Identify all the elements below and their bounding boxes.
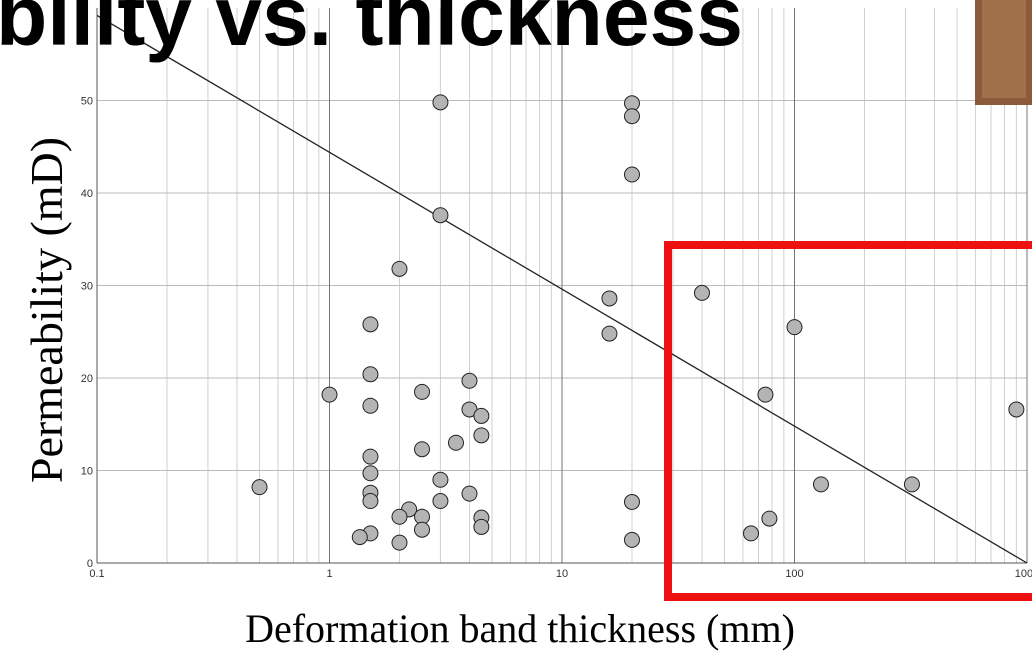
data-point — [415, 384, 430, 399]
data-point — [624, 494, 639, 509]
data-point — [415, 522, 430, 537]
data-point — [433, 472, 448, 487]
data-point — [474, 408, 489, 423]
data-point — [363, 398, 378, 413]
data-point — [363, 494, 378, 509]
data-point — [322, 387, 337, 402]
data-point — [1009, 402, 1024, 417]
x-tick-label: 100 — [785, 568, 803, 580]
data-point — [462, 373, 477, 388]
data-point — [744, 526, 759, 541]
x-axis-title: Deformation band thickness (mm) — [245, 606, 795, 651]
data-point — [448, 435, 463, 450]
y-tick-label: 40 — [81, 188, 93, 200]
data-point — [252, 480, 267, 495]
data-point — [474, 428, 489, 443]
highlight-box — [668, 245, 1032, 597]
data-point — [904, 477, 919, 492]
data-point — [363, 317, 378, 332]
y-tick-label: 10 — [81, 466, 93, 478]
data-point — [462, 486, 477, 501]
data-point — [624, 167, 639, 182]
data-point — [602, 326, 617, 341]
data-point — [694, 285, 709, 300]
data-point — [433, 95, 448, 110]
data-point — [352, 530, 367, 545]
data-point — [474, 519, 489, 534]
photo-detail — [982, 0, 1026, 98]
data-point — [433, 208, 448, 223]
x-tick-label: 1000 — [1015, 568, 1032, 580]
data-point — [392, 261, 407, 276]
data-point — [602, 291, 617, 306]
data-point — [787, 320, 802, 335]
data-point — [415, 442, 430, 457]
data-point — [624, 109, 639, 124]
x-tick-label: 0.1 — [89, 568, 104, 580]
data-point — [363, 449, 378, 464]
data-point — [762, 511, 777, 526]
y-axis-title: Permeability (mD) — [21, 137, 72, 483]
data-point — [363, 466, 378, 481]
y-tick-label: 20 — [81, 373, 93, 385]
slide-title: bility vs. thickness — [0, 0, 743, 63]
data-point — [433, 494, 448, 509]
data-point — [758, 387, 773, 402]
y-tick-label: 50 — [81, 96, 93, 108]
data-point — [392, 509, 407, 524]
data-point — [813, 477, 828, 492]
x-tick-label: 10 — [556, 568, 568, 580]
data-point — [363, 367, 378, 382]
data-point — [624, 532, 639, 547]
y-tick-label: 30 — [81, 281, 93, 293]
slide: 010203040500.11101001000 bility vs. thic… — [0, 0, 1032, 652]
x-tick-label: 1 — [326, 568, 332, 580]
data-point — [392, 535, 407, 550]
